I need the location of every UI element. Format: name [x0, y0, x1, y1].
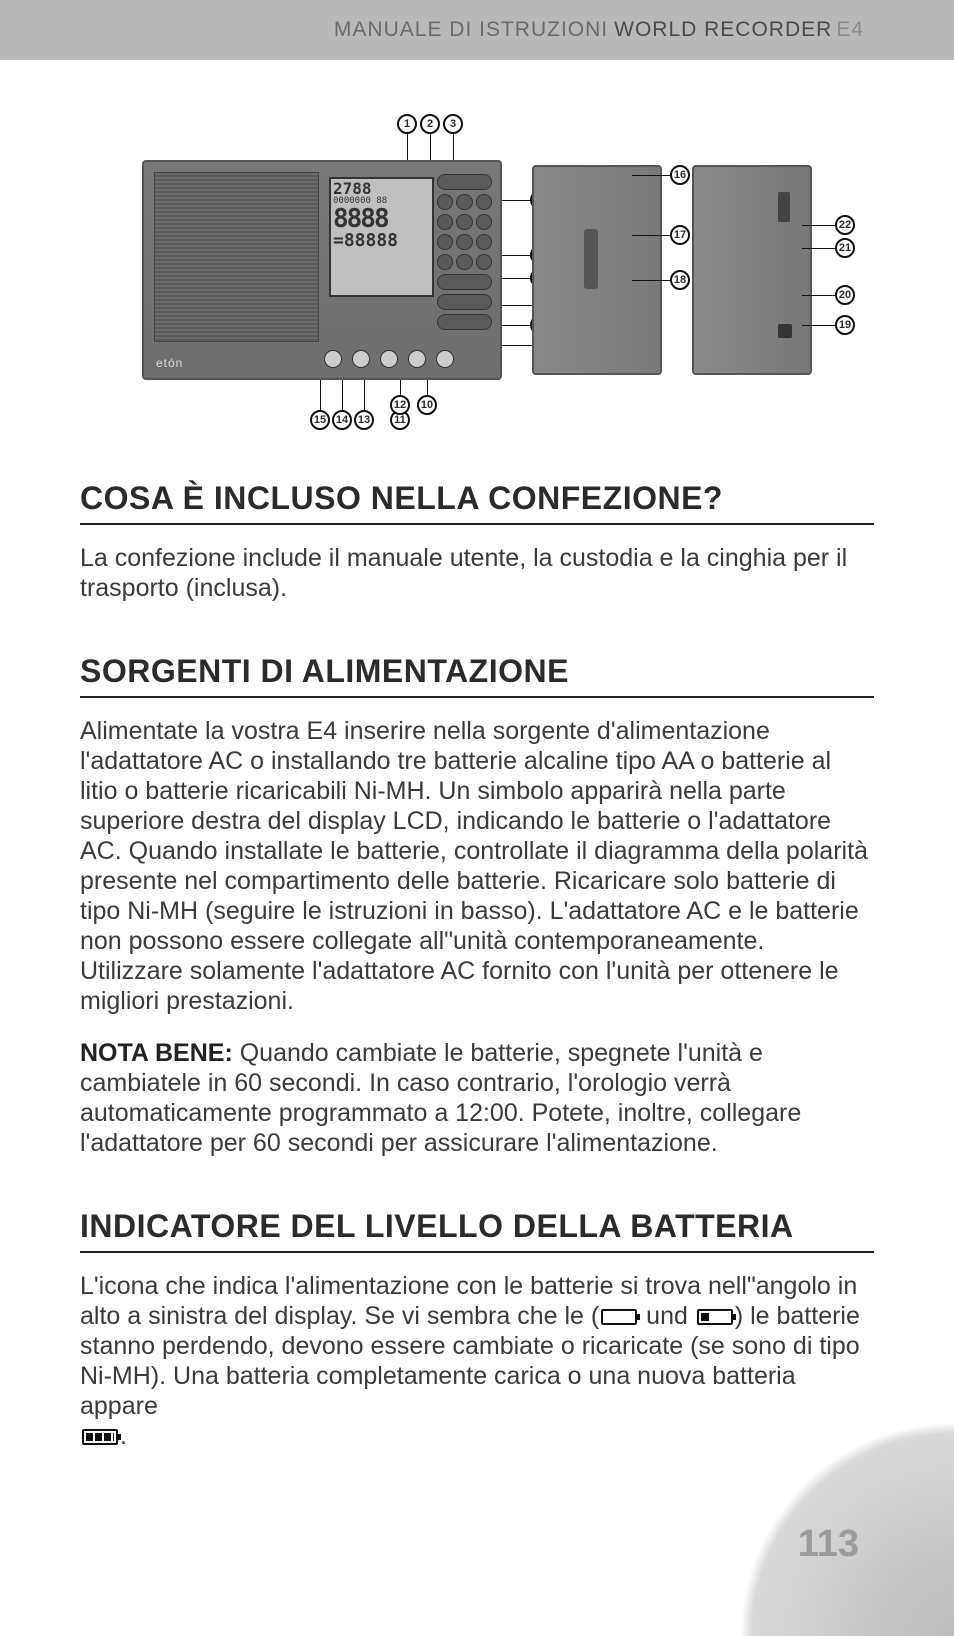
callout-1: 1	[397, 114, 417, 134]
speaker-grille	[154, 172, 319, 342]
lcd-line: 8888	[333, 206, 430, 232]
device-side-view-1	[532, 165, 662, 375]
device-front-view: 2788 0000000 88 8888 =88888	[142, 160, 502, 380]
page-number: 113	[798, 1523, 859, 1566]
section-heading-box-contents: COSA È INCLUSO NELLA CONFEZIONE?	[80, 480, 874, 525]
body-text: La confezione include il manuale utente,…	[80, 543, 874, 603]
button-column	[437, 174, 492, 330]
battery-full-icon	[82, 1429, 118, 1445]
section-heading-battery-indicator: INDICATORE DEL LIVELLO DELLA BATTERIA	[80, 1208, 874, 1253]
lcd-display: 2788 0000000 88 8888 =88888	[329, 177, 434, 297]
callout-12: 12	[390, 395, 410, 415]
product-diagram: 1 2 3 2788 0000000 88 8888 =88888	[80, 120, 874, 440]
page-header: MANUALE DI ISTRUZIONI WORLD RECORDER E4	[0, 0, 954, 60]
callout-14: 14	[332, 410, 352, 430]
note-label: NOTA BENE:	[80, 1039, 233, 1067]
section-heading-power-sources: SORGENTI DI ALIMENTAZIONE	[80, 653, 874, 698]
device-side-view-2	[692, 165, 812, 375]
bottom-knobs	[324, 350, 454, 368]
page-content: 1 2 3 2788 0000000 88 8888 =88888	[0, 60, 954, 1451]
callout-21: 21	[835, 238, 855, 258]
callout-16: 16	[670, 165, 690, 185]
lcd-line: 2788	[333, 181, 430, 197]
callout-19: 19	[835, 315, 855, 335]
callout-3: 3	[443, 114, 463, 134]
callout-17: 17	[670, 225, 690, 245]
header-subtitle: MANUALE DI ISTRUZIONI	[334, 18, 608, 42]
callout-15: 15	[310, 410, 330, 430]
callout-10: 10	[417, 395, 437, 415]
callout-13: 13	[354, 410, 374, 430]
battery-low-icon	[697, 1309, 733, 1325]
callout-2: 2	[420, 114, 440, 134]
header-model: E4	[836, 18, 864, 42]
text-fragment: und	[639, 1302, 695, 1330]
page-corner-decoration	[694, 1376, 954, 1636]
lcd-line: =88888	[333, 232, 430, 250]
callout-22: 22	[835, 215, 855, 235]
note-paragraph: NOTA BENE: Quando cambiate le batterie, …	[80, 1038, 874, 1158]
body-text: Alimentate la vostra E4 inserire nella s…	[80, 716, 874, 1016]
callout-18: 18	[670, 270, 690, 290]
text-fragment: .	[120, 1422, 127, 1450]
header-title: WORLD RECORDER	[614, 18, 832, 42]
callout-20: 20	[835, 285, 855, 305]
brand-label: etón	[156, 356, 183, 370]
battery-empty-icon	[601, 1309, 637, 1325]
